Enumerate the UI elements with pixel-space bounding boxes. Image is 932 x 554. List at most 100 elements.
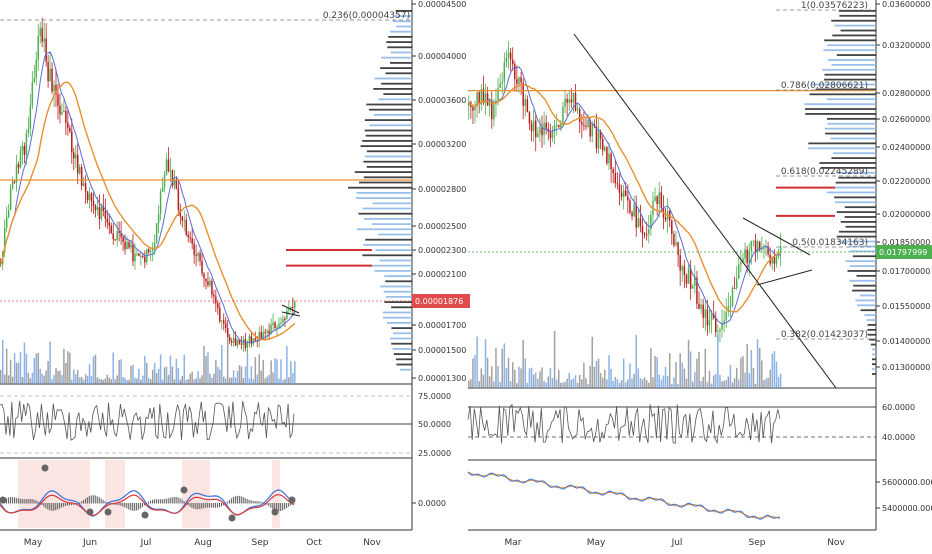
left-macd-histogram-bar (288, 503, 290, 507)
right-volume-bar (727, 376, 730, 388)
left-volume-bar (114, 379, 116, 384)
right-volume-bar (503, 343, 506, 388)
left-volume-profile-bar (373, 88, 412, 90)
left-candle-body (144, 256, 146, 263)
left-volume-bar (165, 366, 168, 384)
right-candle-body (618, 184, 621, 193)
left-volume-profile-bar (371, 264, 412, 267)
left-oscillator-tick-label: 50.0000 (418, 420, 451, 429)
right-y-tick-label: 0.01850000 (882, 238, 930, 247)
left-volume-bar (25, 353, 28, 384)
left-candle-body (266, 330, 268, 333)
left-volume-bar (57, 370, 59, 384)
left-candle-body (219, 307, 221, 322)
right-candle-body (610, 153, 612, 170)
right-candle-body (472, 106, 474, 111)
right-volume-profile-bar (825, 132, 876, 135)
right-volume-bar (654, 355, 656, 388)
left-candle-body (73, 152, 75, 159)
right-y-tick-label: 0.01550000 (882, 302, 930, 311)
right-volume-bar (717, 334, 719, 388)
right-volume-bar (532, 374, 535, 388)
right-volume-profile-bar (849, 265, 876, 267)
right-candle-body (765, 246, 767, 248)
left-candle-body (140, 256, 142, 258)
left-volume-bar (94, 354, 97, 384)
left-volume-bar (59, 370, 61, 384)
left-macd-histogram-bar (49, 503, 51, 511)
left-candle-body (284, 318, 286, 320)
left-macd-histogram-bar (181, 499, 183, 504)
right-candle-body (698, 303, 700, 309)
left-macd-histogram-bar (197, 503, 199, 510)
left-candle-body (165, 159, 168, 175)
right-candle-body (566, 98, 568, 103)
right-volume-bar (472, 358, 474, 388)
right-volume-bar (518, 366, 520, 388)
left-candle-body (126, 241, 128, 250)
right-volume-profile-bar (849, 279, 876, 282)
left-volume-profile-bar (381, 82, 412, 85)
right-candle-body (606, 147, 608, 164)
left-candle-body (35, 59, 38, 78)
left-volume-bar (98, 378, 101, 384)
right-volume-bar (710, 383, 713, 388)
right-candle-body (501, 81, 503, 84)
right-volume-bar (578, 374, 581, 388)
left-macd-histogram-bar (264, 503, 266, 504)
right-volume-bar (700, 381, 702, 388)
right-fib-level-label: 0.618(0.02245289) (781, 167, 868, 177)
right-volume-profile-bar (847, 270, 876, 272)
right-candle-body (612, 169, 614, 174)
right-candle-body (520, 77, 522, 83)
right-volume-profile-bar (872, 353, 876, 356)
right-volume-bar (731, 382, 734, 388)
right-volume-bar (773, 351, 776, 388)
right-candle-body (545, 122, 547, 129)
right-volume-profile-bar (819, 186, 876, 189)
right-volume-bar (681, 362, 684, 388)
right-volume-profile-bar (852, 289, 876, 292)
left-macd-histogram-bar (55, 503, 57, 511)
left-oscillator-line (0, 400, 295, 441)
right-volume-bar (597, 358, 600, 388)
right-candle-body (478, 92, 480, 105)
right-volume-profile-bar (838, 240, 876, 243)
right-candle-body (608, 153, 610, 164)
left-volume-bar (191, 371, 193, 384)
right-volume-profile-bar (827, 122, 876, 125)
left-candle-body (110, 225, 113, 234)
left-volume-bar (43, 375, 45, 384)
right-fib-level-label: 0.786(0.02806621) (781, 81, 868, 91)
left-candle-body (215, 296, 217, 304)
right-candle-body (683, 266, 686, 276)
left-macd-histogram-bar (203, 503, 205, 509)
left-volume-profile-bar (379, 259, 412, 262)
left-trendline (281, 311, 301, 317)
right-volume-bar (742, 356, 744, 388)
right-candle-body (551, 131, 554, 138)
left-candle-body (189, 237, 191, 239)
right-volume-bar (537, 378, 539, 388)
right-volume-bar (650, 348, 652, 388)
left-macd-histogram-bar (94, 495, 96, 504)
right-x-tick-label: Jul (671, 538, 683, 548)
left-volume-bar (149, 379, 152, 384)
left-macd-histogram-bar (173, 496, 175, 504)
right-last-price-label: 0.01797999 (879, 248, 927, 257)
right-volume-bar (652, 377, 654, 388)
right-volume-bar (689, 351, 692, 388)
right-volume-bar (583, 362, 585, 388)
left-candle-body (246, 342, 249, 348)
right-volume-profile-bar (807, 147, 876, 150)
right-volume-bar (756, 339, 759, 388)
left-y-tick-label: 0.00001700 (418, 321, 466, 330)
right-volume-bar (635, 334, 637, 388)
left-volume-profile-bar (356, 228, 412, 231)
left-volume-bar (96, 377, 99, 384)
right-volume-bar (643, 377, 646, 388)
right-volume-bar (564, 382, 566, 388)
right-candle-body (526, 99, 529, 113)
right-candle-body (518, 77, 520, 85)
left-candle-body (290, 306, 292, 310)
